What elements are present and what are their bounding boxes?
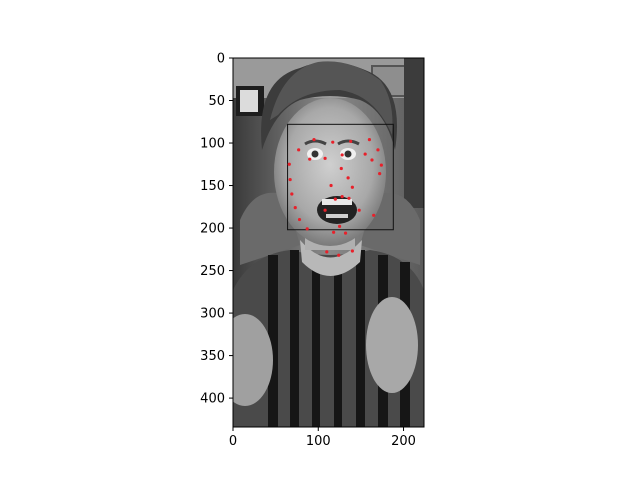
landmark-point (378, 172, 382, 176)
landmark-point (349, 139, 353, 143)
y-tick-label: 400 (200, 392, 225, 407)
landmark-point (323, 156, 327, 160)
landmark-point (332, 230, 336, 234)
landmark-point (343, 231, 348, 235)
landmark-point (337, 253, 341, 257)
y-tick-label: 350 (200, 349, 225, 364)
landmark-point (350, 185, 354, 189)
landmark-point (293, 206, 297, 210)
landmark-point (376, 148, 380, 152)
landmark-point (312, 138, 316, 142)
landmark-point (379, 163, 383, 167)
landmark-point (287, 162, 291, 166)
x-axis: 0 100 200 (229, 427, 416, 449)
landmark-point (339, 166, 343, 171)
landmark-point (297, 217, 302, 222)
y-tick-label: 150 (200, 179, 225, 194)
landmark-point (331, 140, 335, 144)
landmark-point (325, 250, 329, 254)
plot-area (232, 57, 425, 428)
face-bounding-box (287, 123, 394, 231)
x-tick-label: 100 (306, 434, 331, 449)
landmark-point (288, 177, 292, 182)
landmark-point (350, 249, 354, 253)
landmark-point (333, 197, 337, 201)
y-tick-label: 300 (200, 307, 225, 322)
axes-frame (232, 57, 425, 428)
landmark-point (323, 208, 327, 212)
y-tick-label: 0 (217, 52, 225, 67)
y-tick-label: 50 (208, 94, 225, 109)
y-tick-label: 250 (200, 264, 225, 279)
landmark-point (308, 157, 312, 161)
landmark-point (290, 192, 294, 196)
landmark-points (287, 138, 383, 257)
landmark-point (367, 138, 372, 142)
y-tick-label: 100 (200, 137, 225, 152)
y-axis: 0 50 100 150 200 250 300 350 400 (200, 52, 233, 407)
landmark-point (340, 194, 344, 199)
x-tick-label: 0 (229, 434, 237, 449)
landmark-point (372, 213, 376, 217)
landmark-point (329, 183, 333, 188)
grayscale-photo (233, 58, 424, 427)
landmark-point (305, 227, 309, 231)
landmark-point (337, 224, 342, 228)
landmark-point (370, 158, 374, 162)
landmark-point (340, 153, 344, 157)
landmark-point (297, 148, 301, 152)
landmark-point (346, 176, 350, 180)
landmark-point (347, 196, 351, 200)
x-tick-label: 200 (391, 434, 416, 449)
landmark-point (363, 152, 367, 156)
landmark-point (357, 208, 361, 212)
y-tick-label: 200 (200, 222, 225, 237)
